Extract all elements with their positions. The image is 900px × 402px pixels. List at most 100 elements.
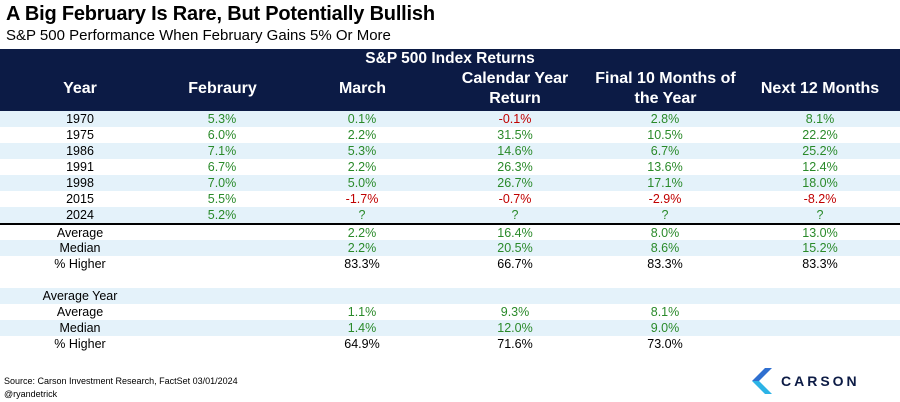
cell-march: 5.0% [347, 176, 377, 190]
cell-year: 2024 [66, 208, 94, 222]
cell-march: 2.2% [347, 128, 377, 142]
table-row: 1991 6.7% 2.2% 26.3% 13.6% 12.4% [0, 159, 900, 175]
cell-year: 1975 [66, 128, 94, 142]
chart-subtitle: S&P 500 Performance When February Gains … [6, 27, 391, 44]
cell-calendar-year: 16.4% [497, 226, 533, 240]
table-row: Average 2.2% 16.4% 8.0% 13.0% [0, 223, 900, 240]
cell-february: 7.1% [207, 144, 237, 158]
cell-next-12-months: 15.2% [802, 241, 838, 255]
cell-february: 6.0% [207, 128, 237, 142]
table-row: Average Year [0, 288, 900, 304]
cell-calendar-year: 26.3% [497, 160, 533, 174]
cell-next-12-months: 18.0% [802, 176, 838, 190]
column-header-calendar-year: Calendar Year Return [461, 70, 569, 107]
cell-next-12-months: 25.2% [802, 144, 838, 158]
cell-calendar-year: 71.6% [497, 337, 533, 351]
cell-next-12-months: 83.3% [802, 257, 838, 271]
cell-calendar-year: 12.0% [497, 321, 533, 335]
cell-calendar-year: 9.3% [500, 305, 530, 319]
cell-march: 2.2% [347, 226, 377, 240]
cell-calendar-year: -0.7% [498, 192, 532, 206]
cell-final-10-months: 73.0% [647, 337, 683, 351]
cell-final-10-months: 9.0% [650, 321, 680, 335]
cell-year: Average [56, 305, 104, 319]
table-row: % Higher 83.3% 66.7% 83.3% 83.3% [0, 256, 900, 272]
table-row: 1986 7.1% 5.3% 14.6% 6.7% 25.2% [0, 143, 900, 159]
cell-february: 5.5% [207, 192, 237, 206]
cell-year: 2015 [66, 192, 94, 206]
cell-calendar-year: 66.7% [497, 257, 533, 271]
column-header-final-10-months: Final 10 Months of the Year [595, 70, 736, 107]
cell-final-10-months: 8.6% [650, 241, 680, 255]
source-note: Source: Carson Investment Research, Fact… [4, 376, 238, 386]
column-header-year: Year [63, 80, 97, 97]
cell-next-12-months: 8.1% [805, 112, 835, 126]
cell-year: Average [56, 226, 104, 240]
carson-logo: CARSON [751, 368, 871, 394]
author-handle: @ryandetrick [4, 389, 58, 399]
cell-march: 64.9% [344, 337, 380, 351]
table-row: Median 1.4% 12.0% 9.0% [0, 320, 900, 336]
cell-february: 6.7% [207, 160, 237, 174]
cell-calendar-year: 26.7% [497, 176, 533, 190]
cell-year: Median [59, 241, 101, 255]
cell-final-10-months: 13.6% [647, 160, 683, 174]
cell-march: 0.1% [347, 112, 377, 126]
cell-march: ? [358, 208, 366, 222]
cell-march: 83.3% [344, 257, 380, 271]
cell-year: Median [59, 321, 101, 335]
cell-final-10-months: 17.1% [647, 176, 683, 190]
cell-next-12-months: ? [816, 208, 824, 222]
table-row: 1975 6.0% 2.2% 31.5% 10.5% 22.2% [0, 127, 900, 143]
table-body: 1970 5.3% 0.1% -0.1% 2.8% 8.1% 1975 6.0% 2.2% 31.… [0, 111, 900, 352]
chart-title: A Big February Is Rare, But Potentially … [6, 3, 435, 25]
cell-final-10-months: 10.5% [647, 128, 683, 142]
cell-march: -1.7% [345, 192, 379, 206]
cell-final-10-months: 6.7% [650, 144, 680, 158]
cell-final-10-months: 83.3% [647, 257, 683, 271]
cell-calendar-year: 31.5% [497, 128, 533, 142]
cell-calendar-year: -0.1% [498, 112, 532, 126]
table-header: S&P 500 Index Returns Year Febraury Marc… [0, 49, 900, 111]
cell-february: 5.3% [207, 112, 237, 126]
table-row: 2015 5.5% -1.7% -0.7% -2.9% -8.2% [0, 191, 900, 207]
table-row: 2024 5.2%???? [0, 207, 900, 223]
cell-february: 7.0% [207, 176, 237, 190]
cell-year: 1998 [66, 176, 94, 190]
column-header-march: March [338, 80, 387, 97]
cell-year: 1986 [66, 144, 94, 158]
cell-final-10-months: 8.0% [650, 226, 680, 240]
cell-next-12-months: 13.0% [802, 226, 838, 240]
cell-year: % Higher [54, 337, 106, 351]
carson-chevron-icon [752, 368, 772, 394]
cell-next-12-months: 22.2% [802, 128, 838, 142]
column-header-february: Febraury [188, 80, 257, 97]
cell-final-10-months: ? [661, 208, 669, 222]
cell-march: 5.3% [347, 144, 377, 158]
cell-final-10-months: 8.1% [650, 305, 680, 319]
cell-march: 1.4% [347, 321, 377, 335]
cell-march: 1.1% [347, 305, 377, 319]
column-header-next-12-months: Next 12 Months [760, 80, 880, 97]
average-year-label: Average Year [42, 289, 118, 303]
cell-year: 1970 [66, 112, 94, 126]
table-row: % Higher 64.9% 71.6% 73.0% [0, 336, 900, 352]
cell-year: 1991 [66, 160, 94, 174]
cell-march: 2.2% [347, 160, 377, 174]
group-header: S&P 500 Index Returns [365, 50, 535, 67]
spacer-row [0, 272, 900, 288]
cell-calendar-year: ? [511, 208, 519, 222]
table-row: Average 1.1% 9.3% 8.1% [0, 304, 900, 320]
cell-march: 2.2% [347, 241, 377, 255]
cell-final-10-months: 2.8% [650, 112, 680, 126]
cell-calendar-year: 14.6% [497, 144, 533, 158]
cell-final-10-months: -2.9% [648, 192, 682, 206]
cell-calendar-year: 20.5% [497, 241, 533, 255]
cell-february: 5.2% [207, 208, 237, 222]
cell-next-12-months: -8.2% [803, 192, 837, 206]
table-row: 1998 7.0% 5.0% 26.7% 17.1% 18.0% [0, 175, 900, 191]
table-row: Median 2.2% 20.5% 8.6% 15.2% [0, 240, 900, 256]
table-row: 1970 5.3% 0.1% -0.1% 2.8% 8.1% [0, 111, 900, 127]
cell-year: % Higher [54, 257, 106, 271]
cell-next-12-months: 12.4% [802, 160, 838, 174]
